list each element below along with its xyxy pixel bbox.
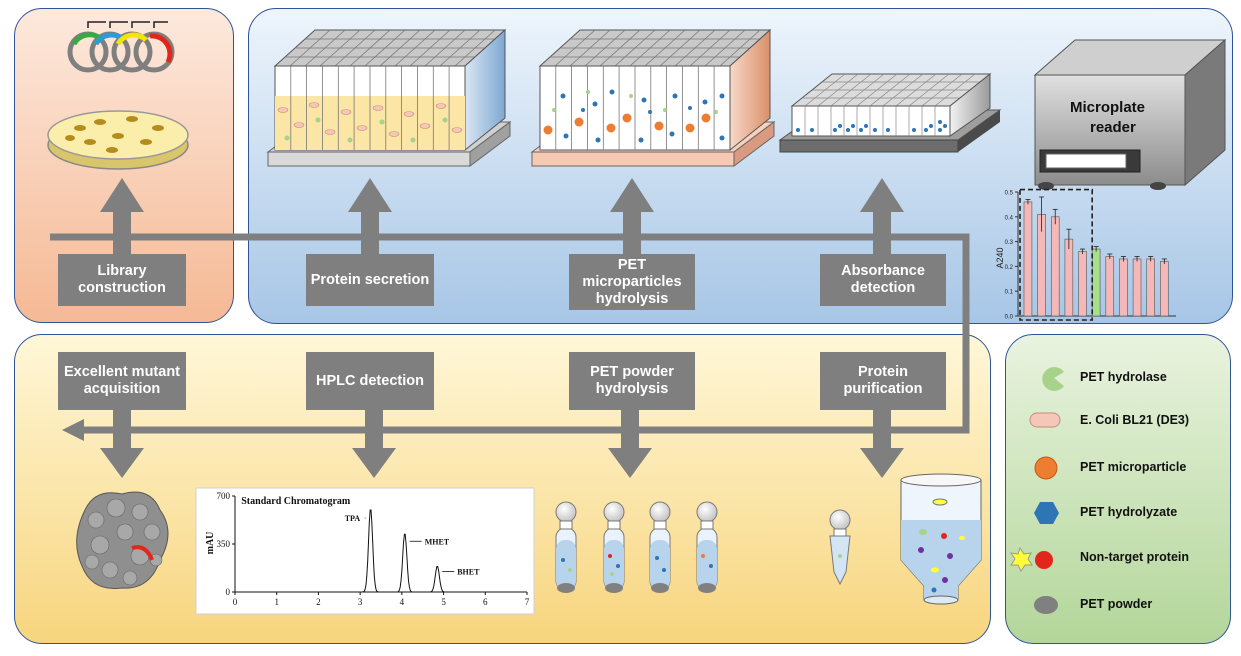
abs-bar bbox=[1160, 261, 1169, 317]
abs-tick-label: 0.1 bbox=[1005, 290, 1014, 296]
abs-tick-label: 0.2 bbox=[1005, 265, 1014, 271]
hexagon-icon bbox=[1034, 502, 1059, 524]
abs-tick-label: 0.5 bbox=[1005, 191, 1014, 197]
abs-bar bbox=[1146, 258, 1155, 317]
chrom-y-tick-label: 0 bbox=[226, 587, 231, 597]
microplate-absorbance bbox=[778, 72, 1002, 153]
step-microparticles: PET microparticles hydrolysis bbox=[569, 254, 695, 310]
plasmid-icon bbox=[67, 21, 175, 73]
legend-label-powder: PET powder bbox=[1080, 597, 1153, 611]
legend-panel bbox=[1005, 334, 1231, 644]
gray-ellipse-icon bbox=[1034, 596, 1058, 614]
down-arrow-hplc bbox=[352, 410, 396, 478]
chrom-peak-label: TPA bbox=[345, 514, 361, 523]
down-arrow-purification bbox=[860, 410, 904, 478]
abs-bar bbox=[1132, 258, 1142, 317]
abs-tick-label: 0.4 bbox=[1005, 215, 1014, 221]
step-absorbance: Absorbance detection bbox=[820, 254, 946, 306]
hydrolysis-tubes bbox=[555, 501, 718, 593]
abs-bar bbox=[1091, 248, 1101, 317]
chrom-title: Standard Chromatogram bbox=[241, 496, 351, 507]
up-arrow-secretion bbox=[348, 178, 392, 254]
abs-bar bbox=[1050, 216, 1060, 317]
step-secretion: Protein secretion bbox=[306, 254, 434, 306]
abs-y-label: A240 bbox=[995, 247, 1005, 268]
up-arrows bbox=[100, 178, 904, 254]
chrom-x-tick-label: 5 bbox=[441, 597, 446, 607]
up-arrow-library bbox=[100, 178, 144, 254]
chrom-y-tick-label: 350 bbox=[217, 539, 231, 549]
centrifuge-tube-icon bbox=[829, 509, 851, 586]
chrom-x-tick-label: 6 bbox=[483, 597, 488, 607]
abs-tick-label: 0.3 bbox=[1005, 240, 1014, 246]
abs-highlight-box bbox=[1019, 188, 1093, 321]
tube-4 bbox=[696, 501, 718, 593]
reader-label-line1: Microplate bbox=[1070, 99, 1145, 116]
reader-label-line2: reader bbox=[1090, 119, 1136, 136]
capsule-icon bbox=[1029, 412, 1061, 428]
petri-dish-icon bbox=[47, 110, 189, 170]
chrom-x-tick-label: 3 bbox=[358, 597, 363, 607]
chrom-y-tick-label: 700 bbox=[217, 491, 231, 501]
star-blob-icon bbox=[1009, 546, 1053, 572]
chrom-x-tick-label: 0 bbox=[233, 597, 238, 607]
up-arrow-absorbance bbox=[860, 178, 904, 254]
chrom-y-label: mAU bbox=[205, 532, 216, 555]
abs-bar bbox=[1064, 238, 1074, 317]
deep-well-plate-microparticles bbox=[530, 28, 776, 167]
legend-label-non-target: Non-target protein bbox=[1080, 550, 1190, 564]
legend-label-hydrolyzate: PET hydrolyzate bbox=[1080, 505, 1178, 519]
chrom-trace bbox=[235, 509, 527, 593]
chrom-x-tick-label: 4 bbox=[400, 597, 405, 607]
step-powder: PET powder hydrolysis bbox=[569, 352, 695, 410]
legend-icons bbox=[1009, 367, 1064, 614]
step-mutant: Excellent mutant acquisition bbox=[58, 352, 186, 410]
step-library: Library construction bbox=[58, 254, 186, 306]
absorbance-bar-chart: 0.5 0.4 0.3 0.2 0.1 0.0 A240 bbox=[995, 188, 1176, 321]
protein-structure-icon bbox=[76, 491, 169, 590]
down-arrow-mutant bbox=[100, 410, 144, 478]
purification-column-icon bbox=[900, 473, 982, 605]
hplc-chromatogram: Standard Chromatogram mAU 700 350 00 1 2 3 4 5 6 7 T… bbox=[195, 487, 535, 615]
abs-bar bbox=[1078, 251, 1087, 317]
abs-bar bbox=[1105, 256, 1115, 317]
microplate-reader-icon bbox=[1033, 38, 1227, 190]
abs-bar bbox=[1119, 258, 1128, 317]
chrom-peak-label: MHET bbox=[425, 537, 450, 546]
legend-label-hydrolase: PET hydrolase bbox=[1080, 370, 1167, 384]
step-hplc: HPLC detection bbox=[306, 352, 434, 410]
step-purification: Protein purification bbox=[820, 352, 946, 410]
legend-label-ecoli: E. Coli BL21 (DE3) bbox=[1080, 413, 1190, 427]
chrom-peak-label: BHET bbox=[457, 567, 480, 576]
chrom-x-tick-label: 7 bbox=[525, 597, 530, 607]
chrom-x-tick-label: 1 bbox=[274, 597, 279, 607]
tube-2 bbox=[603, 501, 625, 593]
pacman-icon bbox=[1042, 367, 1064, 392]
abs-tick-label: 0.0 bbox=[1005, 315, 1014, 321]
up-arrow-microparticles bbox=[610, 178, 654, 254]
abs-bar bbox=[1023, 201, 1033, 317]
down-arrows bbox=[100, 410, 904, 478]
tube-3 bbox=[649, 501, 671, 593]
legend-label-microparticle: PET microparticle bbox=[1080, 460, 1187, 474]
down-arrow-powder bbox=[608, 410, 652, 478]
chrom-x-tick-label: 2 bbox=[316, 597, 321, 607]
flow-line bbox=[50, 233, 970, 441]
orange-circle-icon bbox=[1034, 456, 1058, 480]
deep-well-plate-secretion bbox=[266, 28, 512, 167]
tube-1 bbox=[555, 501, 577, 593]
